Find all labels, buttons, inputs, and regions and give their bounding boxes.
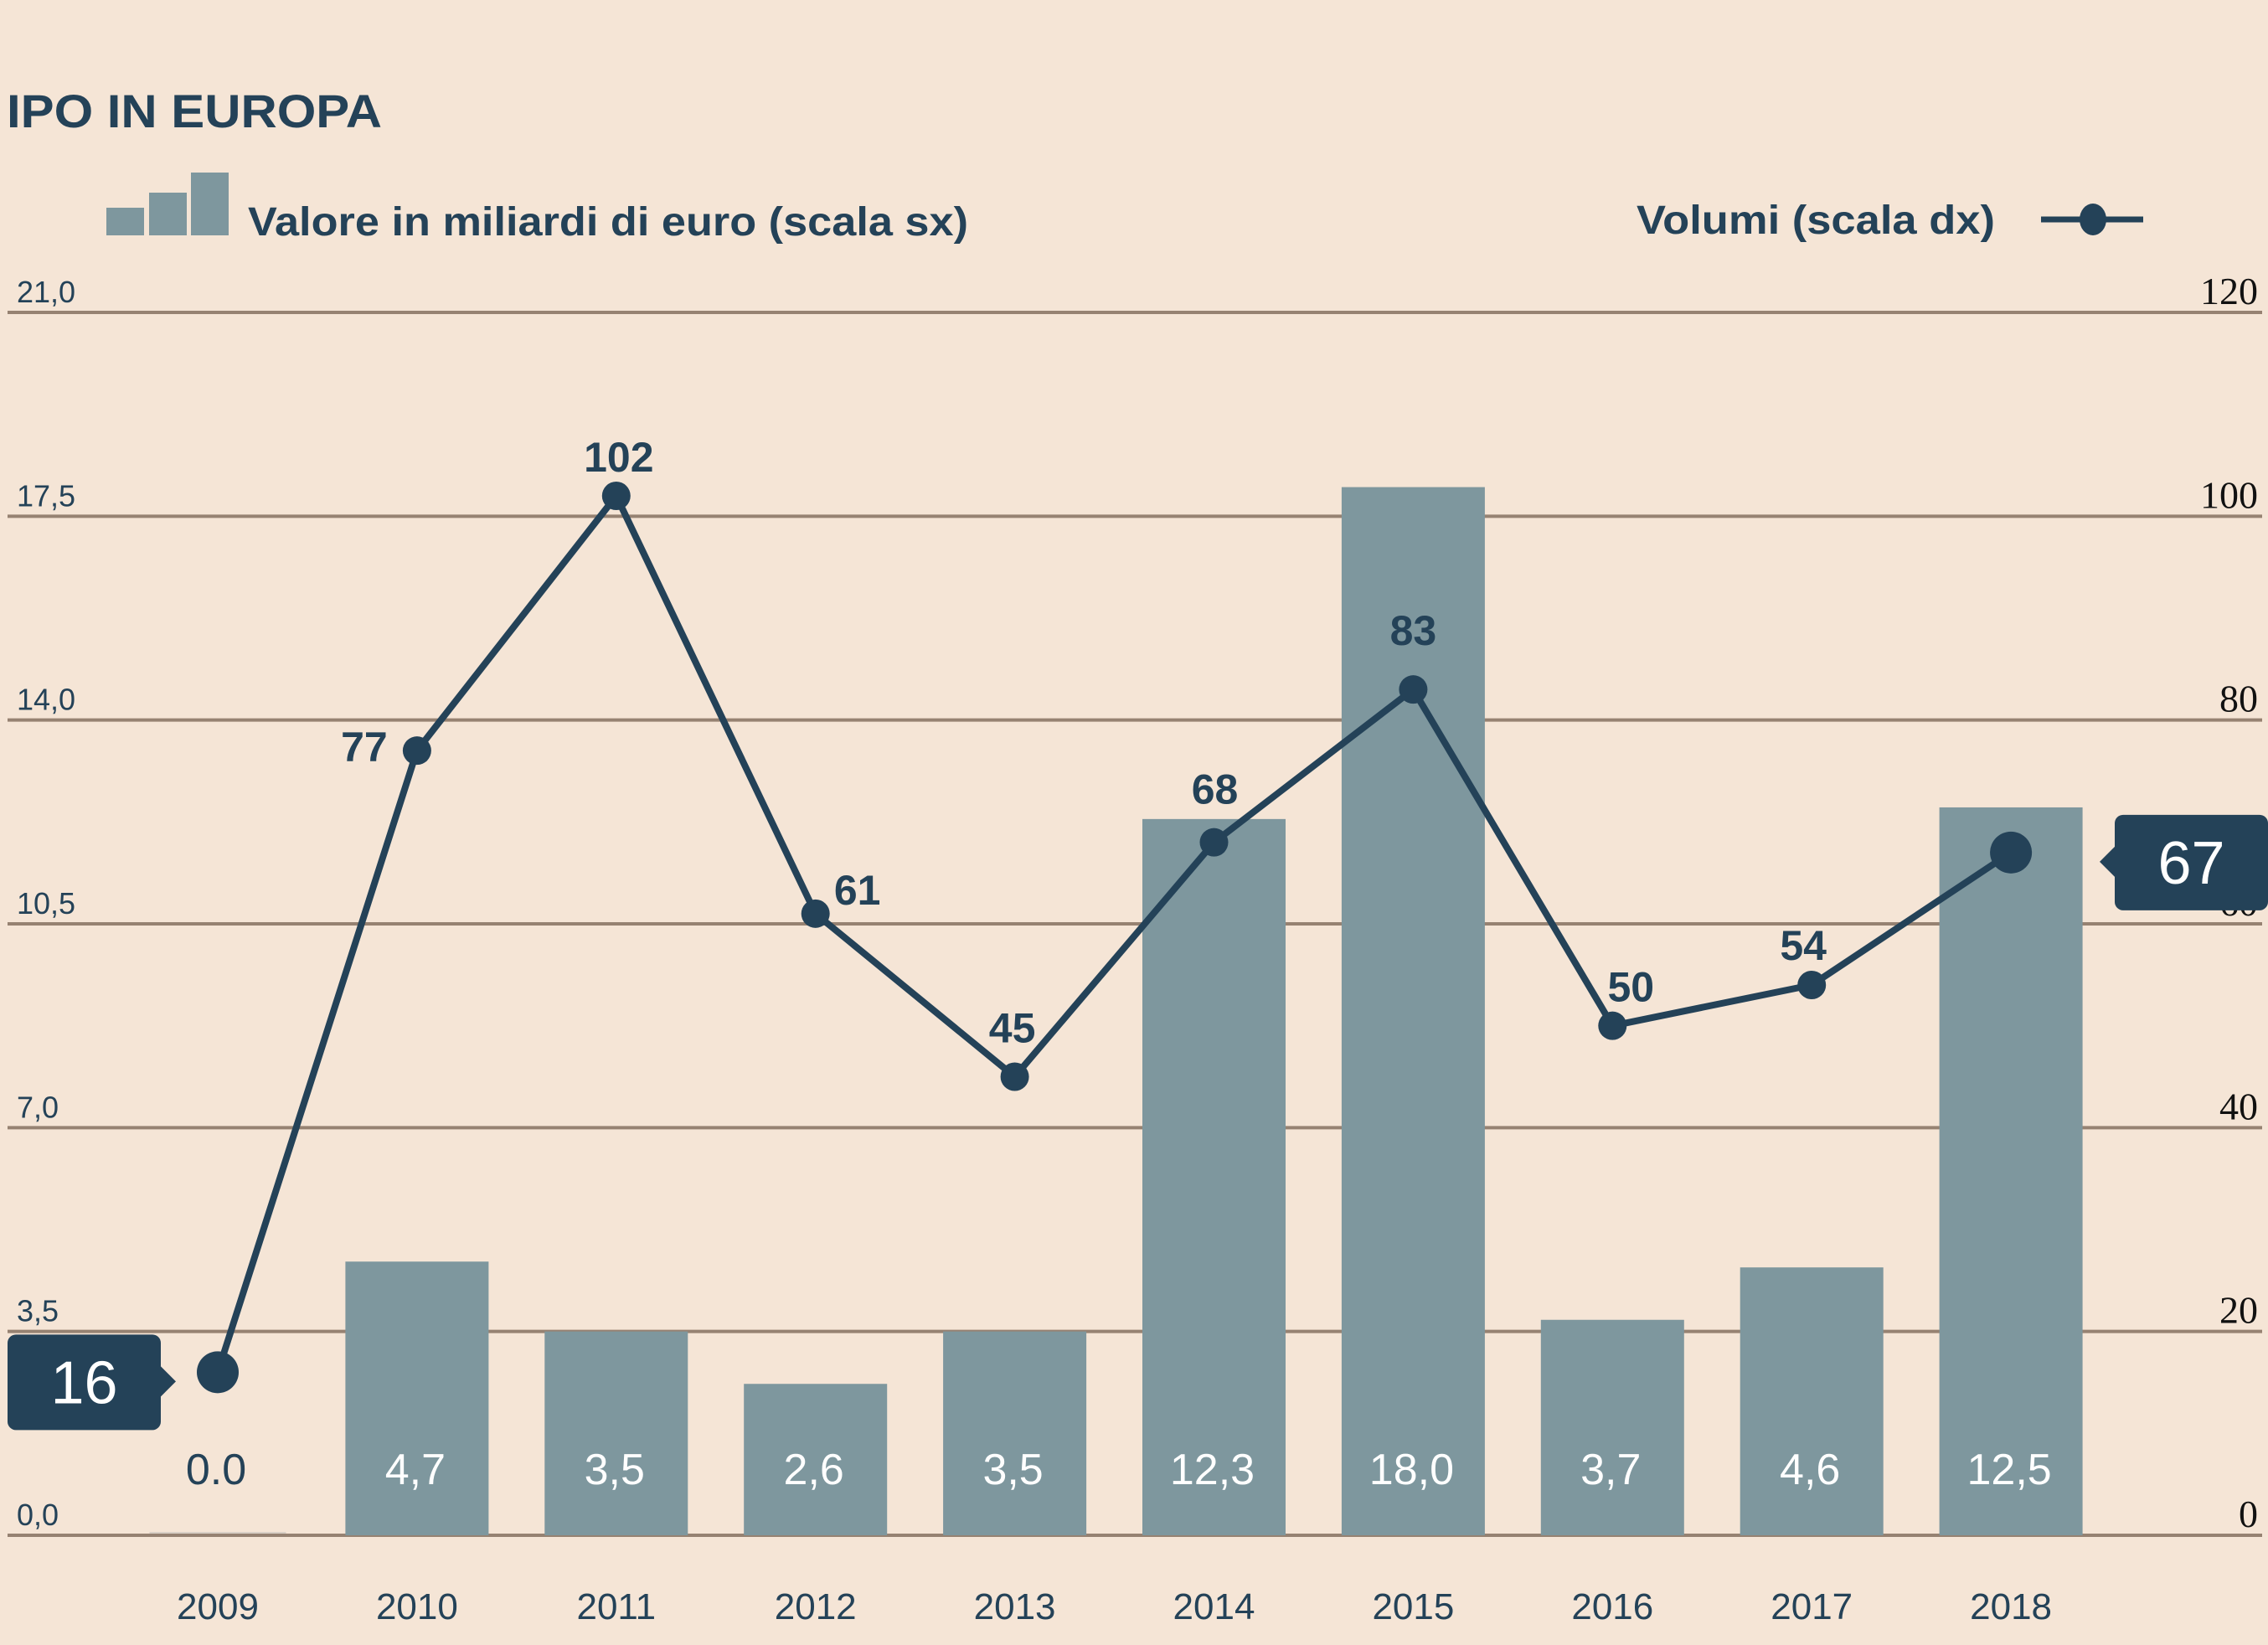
legend-bar-medium (149, 193, 187, 235)
bar (744, 1384, 888, 1535)
point-value-label: 68 (1192, 766, 1239, 813)
line-dot-icon (2041, 204, 2143, 235)
bar-value-label: 2,6 (784, 1446, 844, 1494)
callout-box (2115, 814, 2268, 910)
right-axis-tick-label: 0 (2239, 1493, 2258, 1535)
data-point (1399, 675, 1428, 704)
x-axis-tick-label: 2015 (1372, 1586, 1454, 1627)
x-axis: 2009 2010 2011 2012 2013 2014 2015 2016 2017 2018 (177, 1586, 2052, 1627)
bar (1939, 807, 2083, 1535)
data-point (1000, 1062, 1029, 1091)
bar-series (149, 487, 2083, 1535)
x-axis-tick-label: 2014 (1173, 1586, 1255, 1627)
point-value-label: 54 (1780, 922, 1827, 969)
point-value-label: 45 (989, 1005, 1036, 1052)
bar (1142, 818, 1286, 1535)
data-point (1990, 831, 2033, 874)
callout-box (8, 1334, 161, 1431)
data-point (601, 482, 631, 510)
point-value-label: 61 (834, 867, 881, 914)
line-value-labels: 77 102 61 45 68 83 50 54 (341, 434, 1827, 1052)
bar-value-label: 3,5 (982, 1446, 1043, 1494)
bar-value-label: 12,5 (1966, 1446, 2051, 1494)
right-axis: 020406080100120 (2200, 270, 2258, 1535)
bar-value-label: 3,5 (585, 1446, 645, 1494)
bar (1740, 1267, 1884, 1535)
data-point (1598, 1011, 1627, 1040)
chart-title: IPO IN EUROPA (7, 85, 382, 137)
data-point (402, 736, 431, 766)
x-axis-tick-label: 2017 (1771, 1586, 1853, 1627)
line-path (214, 492, 2013, 1374)
data-point (1199, 828, 1229, 857)
point-value-label: 83 (1390, 607, 1437, 654)
left-axis: 0,0 3,5 7,0 10,5 14,0 17,5 21,0 (17, 275, 75, 1532)
bar (1540, 1319, 1684, 1535)
legend-bar-large (191, 173, 229, 235)
legend-line-dot (2080, 204, 2106, 235)
right-axis-tick-label: 20 (2219, 1289, 2258, 1332)
callout-pointer (161, 1366, 176, 1397)
line-series (214, 492, 2013, 1374)
point-value-label: 102 (584, 434, 653, 481)
callout-2009: 16 (8, 1334, 176, 1431)
right-axis-tick-label: 40 (2219, 1085, 2258, 1127)
bar (1341, 487, 1485, 1535)
right-axis-tick-label: 120 (2200, 270, 2258, 312)
callout-value: 16 (50, 1349, 117, 1416)
bar-value-label: 18,0 (1369, 1446, 1454, 1494)
legend-bar-small (106, 208, 144, 235)
x-axis-tick-label: 2010 (376, 1586, 458, 1627)
legend-bars-label: Valore in miliardi di euro (scala sx) (248, 200, 968, 245)
x-axis-tick-label: 2013 (974, 1586, 1056, 1627)
left-axis-tick-label: 21,0 (17, 275, 75, 309)
gridlines (8, 311, 2262, 1537)
bar-chart-icon (106, 173, 229, 235)
right-axis-tick-label: 100 (2200, 473, 2258, 516)
bar (149, 1532, 286, 1534)
bar-value-label: 0.0 (186, 1446, 246, 1494)
left-axis-tick-label: 10,5 (17, 886, 75, 920)
bar (544, 1331, 688, 1535)
right-axis-tick-label: 80 (2219, 678, 2258, 720)
point-value-label: 50 (1607, 964, 1654, 1011)
data-point (801, 899, 830, 928)
point-value-label: 77 (341, 724, 388, 771)
bar-value-label: 12,3 (1170, 1446, 1255, 1494)
data-point (197, 1351, 239, 1394)
left-axis-tick-label: 17,5 (17, 478, 75, 513)
bar-value-label: 4,7 (385, 1446, 446, 1494)
x-axis-tick-label: 2012 (775, 1586, 857, 1627)
x-axis-tick-label: 2009 (177, 1586, 259, 1627)
left-axis-tick-label: 14,0 (17, 683, 75, 717)
left-axis-tick-label: 3,5 (17, 1294, 59, 1328)
bar (345, 1261, 489, 1535)
bar-value-labels: 0.0 4,7 3,5 2,6 3,5 12,3 18,0 3,7 4,6 12,5 (186, 1446, 2052, 1494)
bar-value-label: 3,7 (1580, 1446, 1641, 1494)
callout-2018: 67 (2100, 814, 2268, 910)
line-points (197, 482, 2033, 1394)
left-axis-tick-label: 7,0 (17, 1090, 59, 1124)
data-point (1797, 971, 1827, 999)
legend-bars: Valore in miliardi di euro (scala sx) (106, 173, 968, 245)
callout-value: 67 (2157, 830, 2224, 897)
bar (943, 1331, 1087, 1535)
legend-line: Volumi (scala dx) (1637, 199, 2143, 243)
callout-pointer (2100, 846, 2115, 877)
legend-line-label: Volumi (scala dx) (1637, 199, 1995, 243)
left-axis-tick-label: 0,0 (17, 1498, 59, 1532)
bar-value-label: 4,6 (1780, 1446, 1840, 1494)
x-axis-tick-label: 2011 (576, 1586, 656, 1627)
x-axis-tick-label: 2018 (1970, 1586, 2052, 1627)
x-axis-tick-label: 2016 (1571, 1586, 1653, 1627)
